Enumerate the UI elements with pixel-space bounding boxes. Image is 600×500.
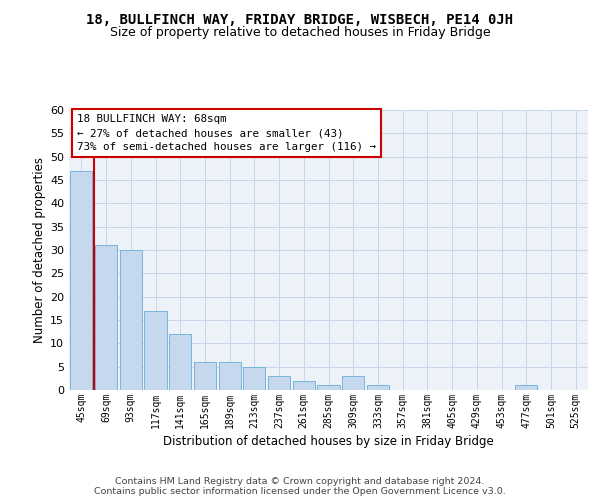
Bar xyxy=(342,376,364,390)
Bar xyxy=(169,334,191,390)
X-axis label: Distribution of detached houses by size in Friday Bridge: Distribution of detached houses by size … xyxy=(163,435,494,448)
Text: 18 BULLFINCH WAY: 68sqm
← 27% of detached houses are smaller (43)
73% of semi-de: 18 BULLFINCH WAY: 68sqm ← 27% of detache… xyxy=(77,114,376,152)
Text: Size of property relative to detached houses in Friday Bridge: Size of property relative to detached ho… xyxy=(110,26,490,39)
Text: Contains HM Land Registry data © Crown copyright and database right 2024.
Contai: Contains HM Land Registry data © Crown c… xyxy=(94,476,506,496)
Bar xyxy=(317,386,340,390)
Bar xyxy=(243,366,265,390)
Bar xyxy=(268,376,290,390)
Bar xyxy=(367,386,389,390)
Bar xyxy=(194,362,216,390)
Bar xyxy=(293,380,315,390)
Bar xyxy=(218,362,241,390)
Bar xyxy=(95,246,117,390)
Bar xyxy=(119,250,142,390)
Y-axis label: Number of detached properties: Number of detached properties xyxy=(33,157,46,343)
Bar xyxy=(515,386,538,390)
Text: 18, BULLFINCH WAY, FRIDAY BRIDGE, WISBECH, PE14 0JH: 18, BULLFINCH WAY, FRIDAY BRIDGE, WISBEC… xyxy=(86,12,514,26)
Bar xyxy=(70,170,92,390)
Bar xyxy=(145,310,167,390)
